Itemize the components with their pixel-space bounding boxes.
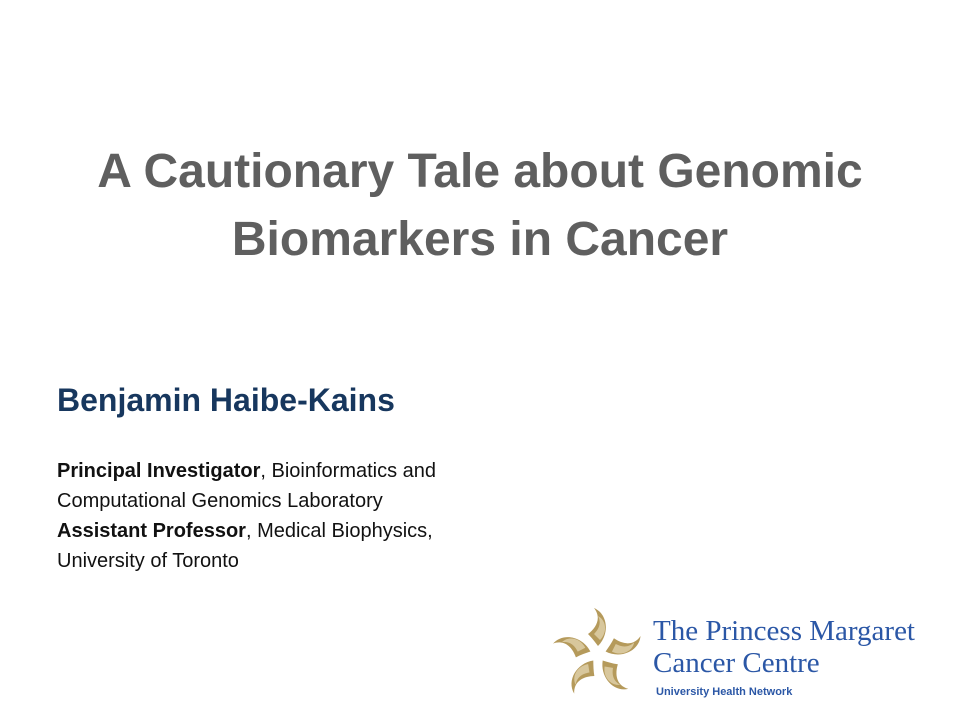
affiliation-block: Principal Investigator, Bioinformatics a… (57, 456, 617, 576)
slide-title: A Cautionary Tale about Genomic Biomarke… (0, 138, 960, 274)
role-principal-investigator: Principal Investigator (57, 460, 261, 482)
logo-subtitle: University Health Network (656, 686, 793, 698)
role-2-detail: , Medical Biophysics, (245, 520, 433, 542)
logo-text-line-2: Cancer Centre (653, 647, 820, 679)
princess-margaret-logo: The Princess Margaret Cancer Centre Univ… (548, 604, 953, 710)
affiliation-line-3: Assistant Professor, Medical Biophysics, (57, 516, 617, 546)
affiliation-line-1: Principal Investigator, Bioinformatics a… (57, 456, 617, 486)
role-1-detail: , Bioinformatics and (260, 460, 437, 482)
author-name: Benjamin Haibe-Kains (57, 382, 395, 418)
affiliation-line-4: University of Toronto (57, 550, 239, 572)
title-line-2: Biomarkers in Cancer (231, 213, 729, 266)
logo-text-line-1: The Princess Margaret (653, 615, 915, 647)
title-line-1: A Cautionary Tale about Genomic (97, 145, 863, 198)
affiliation-line-2: Computational Genomics Laboratory (57, 490, 383, 512)
role-assistant-professor: Assistant Professor (57, 520, 246, 542)
logo-mark-icon (553, 608, 641, 694)
